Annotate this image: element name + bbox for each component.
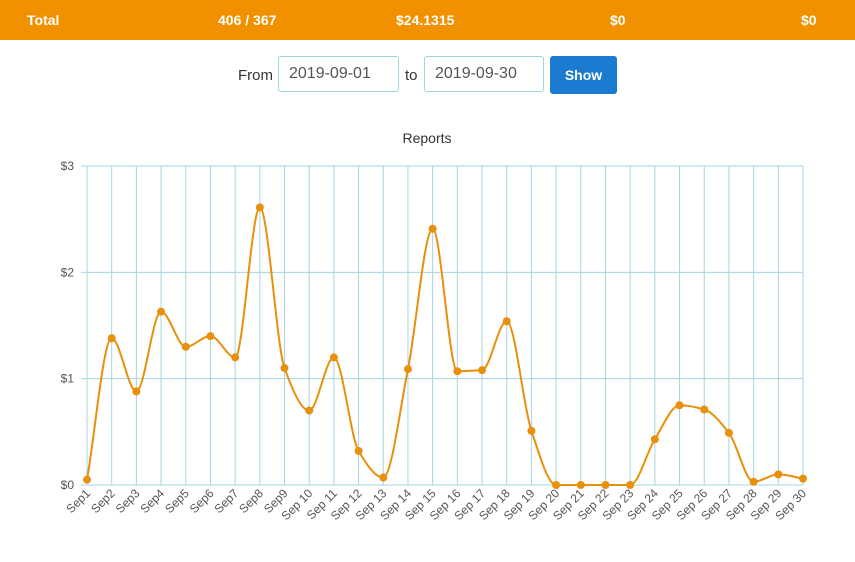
data-point [601, 481, 610, 489]
data-point [255, 203, 264, 212]
x-tick-label: Sep4 [137, 486, 167, 516]
x-tick-label: Sep3 [113, 486, 143, 516]
x-tick-label: Sep2 [88, 486, 118, 516]
y-axis-labels: $0 $1 $2 $3 [61, 159, 75, 492]
data-point [83, 475, 91, 484]
data-point [774, 470, 783, 479]
x-tick-label: Sep7 [212, 486, 242, 516]
data-point [305, 406, 314, 415]
data-point [626, 481, 635, 489]
from-label: From [238, 67, 273, 84]
data-point [675, 401, 684, 410]
totals-label: Total [27, 12, 60, 28]
chart-grid [81, 165, 804, 486]
to-date-input[interactable] [424, 56, 544, 92]
y-tick-label: $3 [61, 159, 75, 173]
data-point [280, 364, 289, 373]
data-point [650, 435, 659, 444]
data-point [354, 446, 363, 455]
x-tick-label: Sep8 [236, 486, 266, 516]
data-point [502, 317, 511, 326]
data-point [403, 365, 412, 374]
data-point [478, 366, 487, 375]
y-tick-label: $2 [61, 265, 75, 279]
data-point [799, 474, 807, 483]
data-point [107, 334, 116, 343]
series-line [86, 206, 804, 486]
data-point [206, 332, 215, 341]
x-tick-label: Sep5 [162, 486, 192, 516]
totals-col3: $0 [610, 12, 626, 28]
x-axis-labels: Sep1Sep2Sep3Sep4Sep5Sep6Sep7Sep8Sep9Sep … [63, 486, 809, 523]
data-point [428, 224, 437, 233]
data-point [379, 473, 388, 482]
totals-bar: Total 406 / 367 $24.1315 $0 $0 [0, 0, 855, 40]
totals-col4: $0 [801, 12, 817, 28]
series-points [83, 203, 807, 489]
data-point [181, 342, 190, 351]
totals-count: 406 / 367 [218, 12, 277, 28]
totals-amount: $24.1315 [396, 12, 455, 28]
data-point [749, 477, 758, 486]
data-point [132, 387, 141, 396]
data-point [700, 405, 709, 414]
to-label: to [405, 67, 418, 84]
data-point [724, 428, 733, 437]
chart-title: Reports [402, 130, 451, 146]
data-point [576, 481, 585, 489]
y-tick-label: $0 [61, 478, 75, 492]
data-point [527, 426, 536, 435]
x-tick-label: Sep6 [187, 486, 217, 516]
data-point [552, 481, 561, 489]
data-point [453, 367, 462, 376]
show-button[interactable]: Show [550, 56, 617, 94]
from-date-input[interactable] [278, 56, 399, 92]
date-filter: From to Show [0, 56, 855, 94]
data-point [157, 307, 166, 316]
y-tick-label: $1 [61, 372, 75, 386]
data-point [231, 353, 240, 362]
data-point [329, 353, 338, 362]
